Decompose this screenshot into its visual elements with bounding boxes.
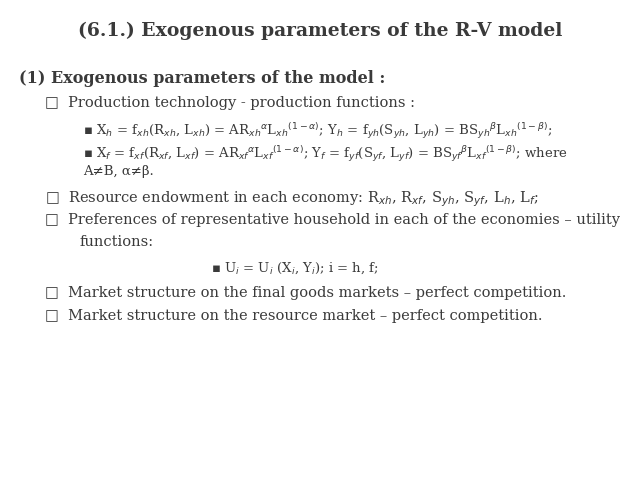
Text: ▪ X$_{h}$ = f$_{xh}$(R$_{xh}$, L$_{xh}$) = AR$_{xh}$$^{\alpha}$L$_{xh}$$^{(1-\al: ▪ X$_{h}$ = f$_{xh}$(R$_{xh}$, L$_{xh}$)…	[83, 121, 552, 141]
Text: □  Market structure on the resource market – perfect competition.: □ Market structure on the resource marke…	[45, 309, 542, 323]
Text: ▪ X$_{f}$ = f$_{xf}$(R$_{xf}$, L$_{xf}$) = AR$_{xf}$$^{\alpha}$L$_{xf}$$^{(1-\al: ▪ X$_{f}$ = f$_{xf}$(R$_{xf}$, L$_{xf}$)…	[83, 144, 568, 164]
Text: A≠B, α≠β.: A≠B, α≠β.	[83, 165, 154, 178]
Text: ▪ U$_{i}$ = U$_{i}$ (X$_{i}$, Y$_{i}$); i = h, f;: ▪ U$_{i}$ = U$_{i}$ (X$_{i}$, Y$_{i}$); …	[211, 260, 379, 276]
Text: (6.1.) Exogenous parameters of the R-V model: (6.1.) Exogenous parameters of the R-V m…	[78, 22, 562, 40]
Text: □  Preferences of representative household in each of the economies – utility: □ Preferences of representative househol…	[45, 213, 620, 227]
Text: functions:: functions:	[80, 235, 154, 249]
Text: □  Production technology - production functions :: □ Production technology - production fun…	[45, 96, 415, 110]
Text: (1) Exogenous parameters of the model :: (1) Exogenous parameters of the model :	[19, 70, 385, 86]
Text: □  Market structure on the final goods markets – perfect competition.: □ Market structure on the final goods ma…	[45, 286, 566, 300]
Text: □  Resource endowment in each economy: R$_{xh}$, R$_{xf}$, S$_{yh}$, S$_{yf}$, L: □ Resource endowment in each economy: R$…	[45, 189, 538, 209]
